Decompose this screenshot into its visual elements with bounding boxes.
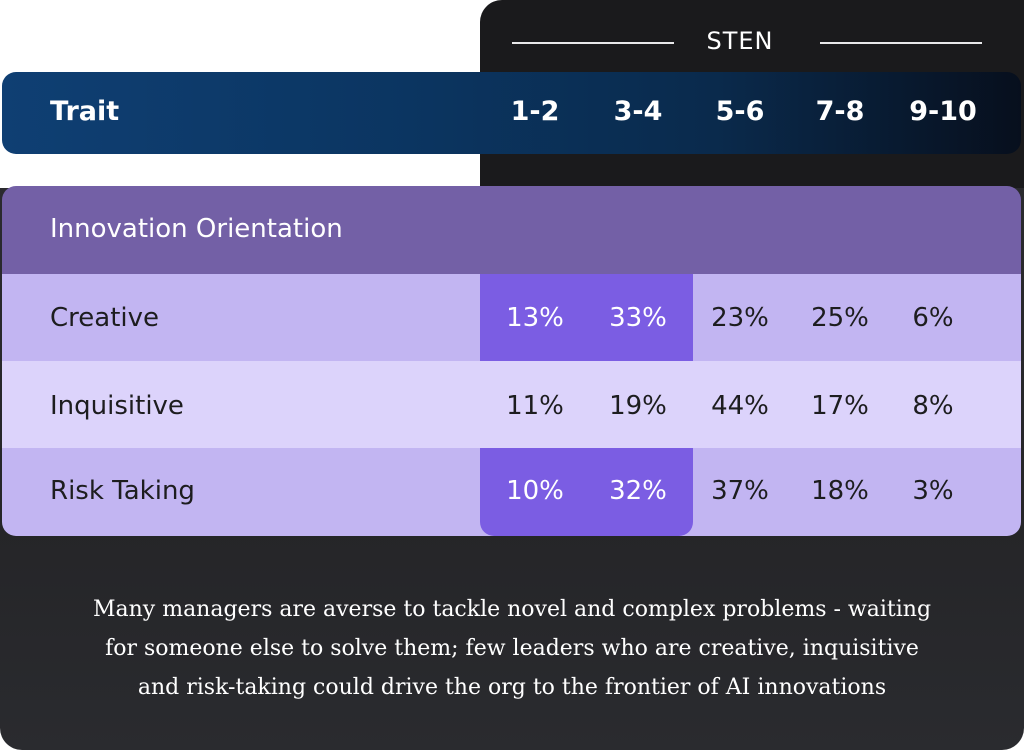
value-inquisitive-3-4: 19% — [609, 391, 667, 421]
caption-line-2: for someone else to solve them; few lead… — [105, 636, 919, 661]
sten-divider-left — [512, 42, 674, 44]
column-header-trait: Trait — [50, 96, 120, 127]
section-row — [2, 186, 1021, 274]
table-row-inquisitive — [2, 361, 1021, 448]
value-creative-9-10: 6% — [912, 303, 954, 333]
value-creative-7-8: 25% — [811, 303, 869, 333]
sten-label: STEN — [706, 27, 774, 55]
value-creative-5-6: 23% — [711, 303, 769, 333]
trait-label-risk-taking: Risk Taking — [50, 476, 195, 506]
value-risk-taking-9-10: 3% — [912, 476, 954, 506]
data-table — [2, 186, 1021, 536]
value-inquisitive-1-2: 11% — [506, 391, 564, 421]
section-title: Innovation Orientation — [50, 214, 343, 244]
highlight-creative — [480, 274, 693, 361]
sten-divider-right — [820, 42, 982, 44]
trait-label-inquisitive: Inquisitive — [50, 391, 184, 421]
value-creative-1-2: 13% — [506, 303, 564, 333]
value-inquisitive-9-10: 8% — [912, 391, 954, 421]
value-risk-taking-5-6: 37% — [711, 476, 769, 506]
value-risk-taking-1-2: 10% — [506, 476, 564, 506]
caption-line-3: and risk-taking could drive the org to t… — [137, 675, 887, 700]
caption-line-1: Many managers are averse to tackle novel… — [92, 597, 932, 622]
column-header-9-10: 9-10 — [909, 96, 977, 127]
trait-label-creative: Creative — [50, 303, 160, 333]
column-header-1-2: 1-2 — [510, 96, 560, 127]
value-creative-3-4: 33% — [609, 303, 667, 333]
value-inquisitive-7-8: 17% — [811, 391, 869, 421]
value-risk-taking-3-4: 32% — [609, 476, 667, 506]
value-risk-taking-7-8: 18% — [811, 476, 869, 506]
table-header-bar — [2, 72, 1021, 154]
highlight-risk-taking — [480, 448, 693, 536]
caption-text: Many managers are averse to tackle novel… — [40, 590, 984, 707]
column-header-5-6: 5-6 — [715, 96, 765, 127]
column-header-7-8: 7-8 — [815, 96, 865, 127]
column-header-3-4: 3-4 — [613, 96, 663, 127]
value-inquisitive-5-6: 44% — [711, 391, 769, 421]
